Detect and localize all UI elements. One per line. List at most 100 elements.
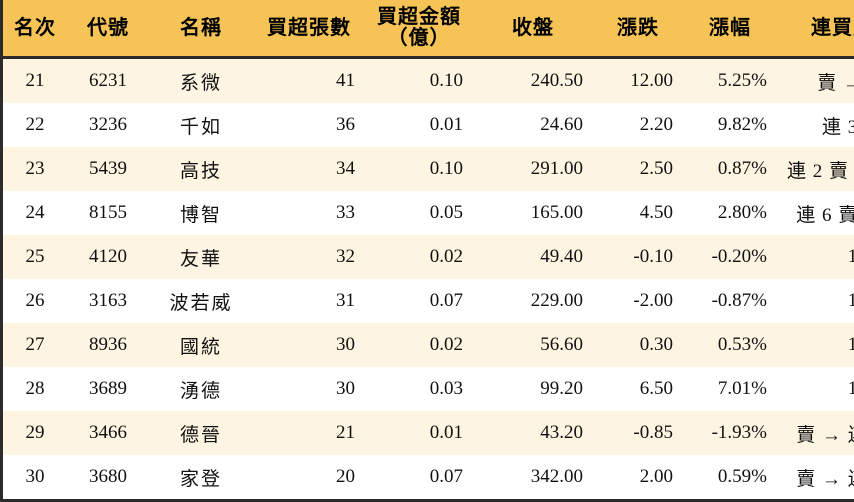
- cell-rank: 27: [3, 323, 67, 367]
- cell-change: 2.20: [593, 103, 683, 147]
- cell-change-percent: 0.87%: [683, 147, 777, 191]
- cell-change: -0.10: [593, 235, 683, 279]
- cell-close-price: 240.50: [473, 57, 593, 103]
- cell-change-percent: 9.82%: [683, 103, 777, 147]
- cell-rank: 26: [3, 279, 67, 323]
- cell-rank: 24: [3, 191, 67, 235]
- cell-consecutive-days: 賣 → 買: [777, 57, 854, 103]
- cell-name: 家登: [149, 455, 253, 499]
- cell-net-buy-lots: 21: [253, 411, 365, 455]
- cell-change: 4.50: [593, 191, 683, 235]
- cell-change-percent: -0.87%: [683, 279, 777, 323]
- cell-consecutive-days: 1: [777, 323, 854, 367]
- table-row[interactable]: 28 3689 湧德 30 0.03 99.20 6.50 7.01% 1: [3, 367, 854, 411]
- cell-change-percent: -0.20%: [683, 235, 777, 279]
- cell-change-percent: 0.53%: [683, 323, 777, 367]
- cell-code: 8936: [67, 323, 149, 367]
- cell-net-buy-lots: 33: [253, 191, 365, 235]
- column-header-name: 名稱: [149, 0, 253, 58]
- cell-name: 德晉: [149, 411, 253, 455]
- cell-close-price: 291.00: [473, 147, 593, 191]
- cell-consecutive-days: 賣 → 連 4 買: [777, 411, 854, 455]
- cell-close-price: 229.00: [473, 279, 593, 323]
- cell-change: 12.00: [593, 57, 683, 103]
- table-row[interactable]: 26 3163 波若威 31 0.07 229.00 -2.00 -0.87% 1: [3, 279, 854, 323]
- cell-net-buy-amount: 0.10: [365, 57, 473, 103]
- cell-code: 6231: [67, 57, 149, 103]
- table-row[interactable]: 27 8936 國統 30 0.02 56.60 0.30 0.53% 1: [3, 323, 854, 367]
- cell-net-buy-amount: 0.02: [365, 235, 473, 279]
- cell-close-price: 342.00: [473, 455, 593, 499]
- column-header-change: 漲跌: [593, 0, 683, 58]
- column-header-change-percent: 漲幅: [683, 0, 777, 58]
- cell-close-price: 49.40: [473, 235, 593, 279]
- cell-net-buy-lots: 41: [253, 57, 365, 103]
- column-header-change-label: 漲跌: [617, 16, 659, 39]
- column-header-close: 收盤: [473, 0, 593, 58]
- cell-close-price: 56.60: [473, 323, 593, 367]
- cell-change: -0.85: [593, 411, 683, 455]
- column-header-consecutive-days: 連買天數: [777, 0, 854, 58]
- cell-net-buy-amount: 0.03: [365, 367, 473, 411]
- cell-code: 3236: [67, 103, 149, 147]
- cell-change-percent: -1.93%: [683, 411, 777, 455]
- column-header-amount-label: 買超金額: [377, 6, 461, 28]
- cell-consecutive-days: 連 6 賣 → 買: [777, 191, 854, 235]
- cell-net-buy-amount: 0.01: [365, 411, 473, 455]
- table-header-row: 名次 代號 名稱 買超張數 買超金額 （億） 收盤 漲跌 漲幅 連買天數: [3, 0, 854, 58]
- cell-rank: 28: [3, 367, 67, 411]
- cell-change-percent: 7.01%: [683, 367, 777, 411]
- cell-code: 3680: [67, 455, 149, 499]
- cell-rank: 25: [3, 235, 67, 279]
- column-header-consecutive-days-label: 連買天數: [811, 16, 854, 39]
- cell-net-buy-lots: 34: [253, 147, 365, 191]
- column-header-name-label: 名稱: [180, 16, 222, 39]
- cell-rank: 22: [3, 103, 67, 147]
- cell-net-buy-amount: 0.02: [365, 323, 473, 367]
- cell-name: 系微: [149, 57, 253, 103]
- cell-consecutive-days: 賣 → 連 2 買: [777, 455, 854, 499]
- cell-close-price: 99.20: [473, 367, 593, 411]
- cell-code: 5439: [67, 147, 149, 191]
- cell-change-percent: 0.59%: [683, 455, 777, 499]
- cell-name: 高技: [149, 147, 253, 191]
- cell-net-buy-amount: 0.07: [365, 279, 473, 323]
- column-header-change-percent-label: 漲幅: [709, 16, 751, 39]
- cell-change-percent: 5.25%: [683, 57, 777, 103]
- cell-consecutive-days: 1: [777, 235, 854, 279]
- cell-name: 友華: [149, 235, 253, 279]
- cell-change: 2.00: [593, 455, 683, 499]
- cell-net-buy-amount: 0.01: [365, 103, 473, 147]
- cell-change-percent: 2.80%: [683, 191, 777, 235]
- cell-consecutive-days: 連 3 買: [777, 103, 854, 147]
- column-header-code-label: 代號: [87, 16, 129, 39]
- cell-net-buy-amount: 0.07: [365, 455, 473, 499]
- table-header: 名次 代號 名稱 買超張數 買超金額 （億） 收盤 漲跌 漲幅 連買天數: [3, 0, 854, 58]
- cell-rank: 21: [3, 57, 67, 103]
- column-header-lots-label: 買超張數: [267, 16, 351, 39]
- column-header-amount: 買超金額 （億）: [365, 0, 473, 58]
- cell-consecutive-days: 1: [777, 279, 854, 323]
- column-header-rank-label: 名次: [14, 16, 56, 39]
- column-header-close-label: 收盤: [512, 16, 554, 39]
- cell-close-price: 24.60: [473, 103, 593, 147]
- cell-net-buy-lots: 36: [253, 103, 365, 147]
- cell-net-buy-lots: 20: [253, 455, 365, 499]
- cell-code: 8155: [67, 191, 149, 235]
- cell-rank: 23: [3, 147, 67, 191]
- cell-code: 3689: [67, 367, 149, 411]
- cell-net-buy-lots: 30: [253, 367, 365, 411]
- table-row[interactable]: 25 4120 友華 32 0.02 49.40 -0.10 -0.20% 1: [3, 235, 854, 279]
- cell-net-buy-lots: 32: [253, 235, 365, 279]
- cell-code: 3163: [67, 279, 149, 323]
- cell-rank: 30: [3, 455, 67, 499]
- cell-name: 波若威: [149, 279, 253, 323]
- column-header-lots: 買超張數: [253, 0, 365, 58]
